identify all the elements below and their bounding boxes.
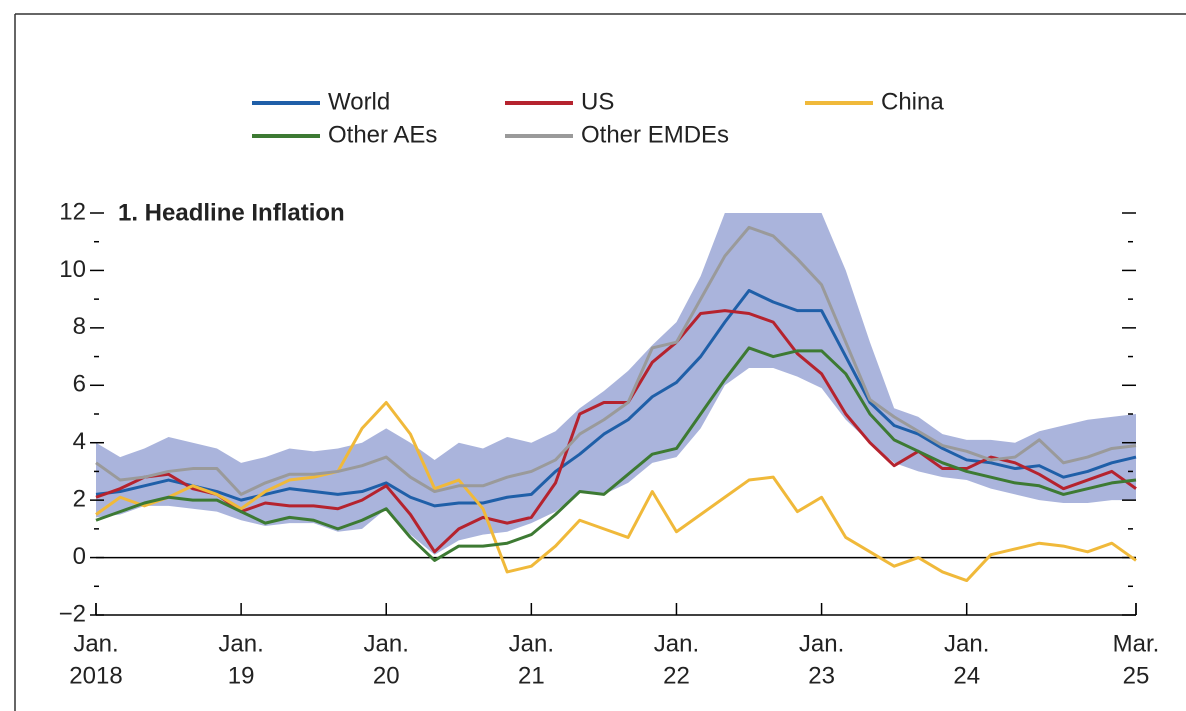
y-tick-label: 4 [73,428,86,455]
x-tick-label: 22 [663,662,690,689]
y-tick-label: 0 [73,543,86,570]
y-tick-label: 8 [73,313,86,340]
x-tick-label: Jan. [364,630,409,657]
legend-label: Other AEs [328,121,437,148]
legend-label: Other EMDEs [581,121,729,148]
legend-label: World [328,88,390,115]
x-tick-label: Mar. [1113,630,1160,657]
x-tick-label: 19 [228,662,255,689]
x-tick-label: 20 [373,662,400,689]
y-tick-label: 2 [73,485,86,512]
x-tick-label: 24 [953,662,980,689]
x-tick-label: 23 [808,662,835,689]
x-tick-label: Jan. [218,630,263,657]
y-tick-label: −2 [59,600,86,627]
y-tick-label: 10 [59,256,86,283]
range-band [96,213,1136,555]
x-tick-label: 2018 [69,662,122,689]
series-line [95,289,1137,508]
y-tick-label: 6 [73,371,86,398]
series-line [95,225,1137,496]
x-tick-label: Jan. [799,630,844,657]
subtitle: 1. Headline Inflation [118,199,345,226]
legend-label: US [581,88,614,115]
legend-label: China [881,88,944,115]
x-tick-label: Jan. [509,630,554,657]
series-line [95,401,1137,583]
series-line [95,346,1137,562]
x-tick-label: 21 [518,662,545,689]
y-tick-label: 12 [59,198,86,225]
x-tick-label: Jan. [73,630,118,657]
x-tick-label: Jan. [654,630,699,657]
x-tick-label: Jan. [944,630,989,657]
x-tick-label: 25 [1123,662,1150,689]
